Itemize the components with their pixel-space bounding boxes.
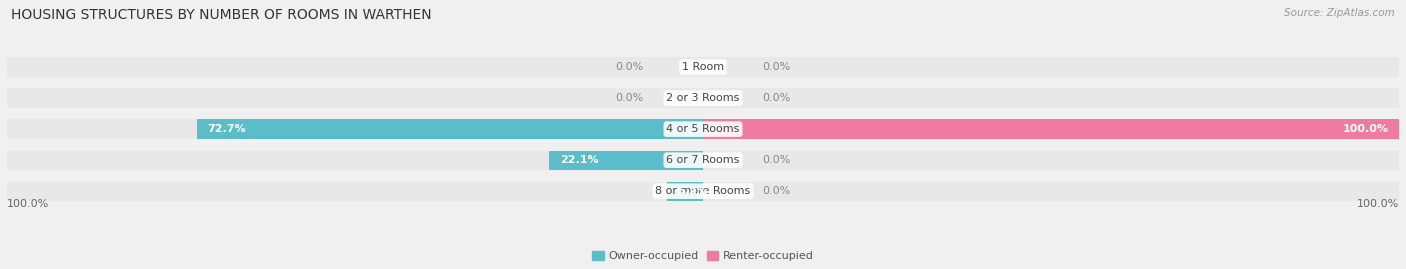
Text: 1 Room: 1 Room [682, 62, 724, 72]
Text: 5.2%: 5.2% [678, 186, 709, 196]
Text: 4 or 5 Rooms: 4 or 5 Rooms [666, 124, 740, 134]
Text: 6 or 7 Rooms: 6 or 7 Rooms [666, 155, 740, 165]
Bar [550, 151, 703, 170]
Text: 0.0%: 0.0% [616, 62, 644, 72]
Bar [7, 182, 1399, 201]
Text: 0.0%: 0.0% [762, 186, 790, 196]
Legend: Owner-occupied, Renter-occupied: Owner-occupied, Renter-occupied [588, 247, 818, 266]
Text: 100.0%: 100.0% [1343, 124, 1389, 134]
Bar [7, 151, 1399, 170]
Bar [197, 119, 703, 139]
Text: 100.0%: 100.0% [7, 199, 49, 209]
Bar [703, 119, 1399, 139]
Text: 100.0%: 100.0% [1357, 199, 1399, 209]
Bar [7, 89, 1399, 108]
Text: 72.7%: 72.7% [208, 124, 246, 134]
Text: Source: ZipAtlas.com: Source: ZipAtlas.com [1284, 8, 1395, 18]
Text: 0.0%: 0.0% [762, 93, 790, 103]
Text: 0.0%: 0.0% [762, 155, 790, 165]
Text: 8 or more Rooms: 8 or more Rooms [655, 186, 751, 196]
Text: HOUSING STRUCTURES BY NUMBER OF ROOMS IN WARTHEN: HOUSING STRUCTURES BY NUMBER OF ROOMS IN… [11, 8, 432, 22]
Bar [666, 182, 703, 201]
Bar [7, 119, 1399, 139]
Bar [7, 57, 1399, 77]
Text: 0.0%: 0.0% [616, 93, 644, 103]
Text: 0.0%: 0.0% [762, 62, 790, 72]
Text: 22.1%: 22.1% [560, 155, 599, 165]
Text: 2 or 3 Rooms: 2 or 3 Rooms [666, 93, 740, 103]
